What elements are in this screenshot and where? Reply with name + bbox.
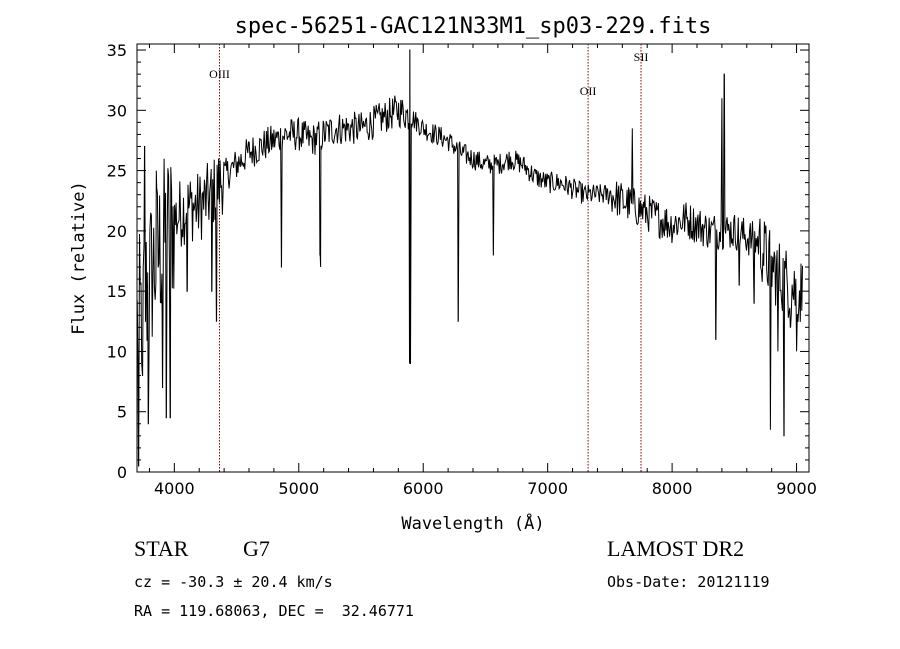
coordinates: RA = 119.68063, DEC = 32.46771 bbox=[134, 602, 414, 620]
subclass-label: G7 bbox=[243, 536, 270, 561]
spectrum-line bbox=[136, 49, 803, 467]
chart-title: spec-56251-GAC121N33M1_sp03-229.fits bbox=[235, 14, 712, 39]
observation-date: Obs-Date: 20121119 bbox=[607, 573, 770, 591]
x-tick-label: 8000 bbox=[652, 479, 693, 498]
y-axis-label: Flux (relative) bbox=[69, 181, 89, 335]
x-tick-label: 5000 bbox=[278, 479, 319, 498]
line-label-oiii: OIII bbox=[209, 67, 230, 81]
x-tick-label: 9000 bbox=[776, 479, 817, 498]
y-tick-label: 20 bbox=[107, 222, 127, 241]
object-class-label: STAR bbox=[134, 536, 189, 561]
y-tick-label: 30 bbox=[107, 101, 127, 120]
x-axis-label: Wavelength (Å) bbox=[401, 512, 544, 534]
redshift-velocity: cz = -30.3 ± 20.4 km/s bbox=[134, 573, 333, 591]
y-tick-label: 5 bbox=[117, 403, 127, 422]
x-tick-label: 6000 bbox=[403, 479, 444, 498]
line-label-sii: SII bbox=[634, 50, 649, 64]
y-tick-label: 25 bbox=[107, 162, 127, 181]
x-tick-label: 7000 bbox=[527, 479, 568, 498]
plot-frame bbox=[136, 43, 810, 473]
survey-label: LAMOST DR2 bbox=[607, 536, 745, 561]
x-tick-label: 4000 bbox=[154, 479, 195, 498]
y-tick-label: 10 bbox=[107, 342, 127, 361]
y-tick-label: 0 bbox=[117, 463, 127, 482]
y-tick-label: 35 bbox=[107, 41, 127, 60]
y-tick-label: 15 bbox=[107, 282, 127, 301]
line-label-oii: OII bbox=[580, 84, 597, 98]
